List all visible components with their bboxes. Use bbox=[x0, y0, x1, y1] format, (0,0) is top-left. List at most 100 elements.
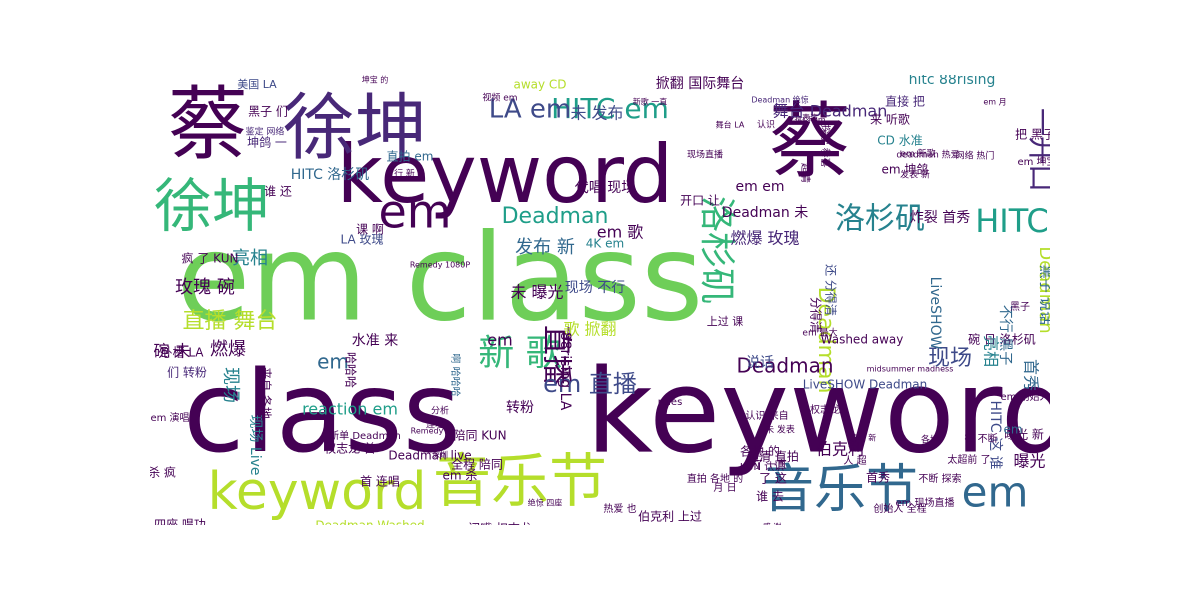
word-1: class bbox=[183, 348, 461, 478]
word-63: em bbox=[487, 331, 512, 350]
word-30: 炸裂 首秀 bbox=[910, 210, 970, 226]
word-6: 蔡 bbox=[769, 94, 851, 189]
word-110: 各地 的 bbox=[740, 444, 780, 459]
word-94: em 演唱 bbox=[150, 411, 189, 424]
word-139: 直拍 各地 的 bbox=[687, 472, 743, 485]
word-47: em 歌 bbox=[597, 223, 644, 242]
word-90: 曝光 新 bbox=[1004, 427, 1044, 442]
word-65: 碗 日 洛杉矶 bbox=[968, 332, 1036, 347]
word-150: 热门 em bbox=[794, 115, 825, 125]
word-64: 首秀 bbox=[1022, 359, 1041, 391]
word-138: 分析 bbox=[431, 405, 449, 417]
word-87: 把 黑子 bbox=[1015, 128, 1050, 142]
word-4: 蔡 bbox=[168, 78, 248, 171]
word-72: 分得清 bbox=[809, 297, 824, 333]
word-106: 黑子 bbox=[1010, 301, 1030, 313]
word-89: 4K em bbox=[586, 237, 624, 251]
word-67: 黑子 说话 bbox=[1037, 265, 1050, 325]
word-11: em bbox=[962, 468, 1029, 517]
word-77: 们 转粉 bbox=[167, 365, 207, 380]
word-51: 碗 未 bbox=[153, 342, 190, 361]
word-140: 不断 探索 bbox=[918, 472, 961, 485]
word-60: 水准 来 bbox=[352, 333, 398, 349]
word-39: 黑子 们 bbox=[248, 104, 288, 119]
word-62: em bbox=[317, 350, 349, 374]
word-0: em class bbox=[177, 210, 704, 349]
word-97: 视频 em bbox=[482, 92, 517, 104]
word-152: 新歌 一直 bbox=[633, 97, 668, 107]
word-121: 首秀 bbox=[866, 471, 890, 485]
word-50: 现场 不行 bbox=[565, 280, 625, 296]
word-143: 各地 bbox=[921, 434, 939, 446]
word-91: 亮相 bbox=[982, 335, 1001, 367]
word-82: Deadman Washed bbox=[315, 519, 424, 526]
word-46: em 坤鸽 bbox=[882, 162, 929, 177]
word-19: 一开口 bbox=[1025, 108, 1050, 192]
word-136: 人 超 bbox=[843, 454, 866, 467]
word-144: 表演 bbox=[802, 113, 818, 123]
word-23: Deadman bbox=[502, 204, 609, 229]
word-132: deadman 热爱 bbox=[896, 149, 959, 161]
word-156: Remedy bbox=[411, 427, 444, 436]
word-53: Deadman bbox=[736, 354, 833, 378]
word-129: em 坤宝 bbox=[1017, 155, 1050, 168]
word-71: Deadman 未 bbox=[722, 205, 808, 221]
word-135: 连唱 bbox=[426, 419, 444, 431]
word-134: 热爱 也 bbox=[603, 502, 636, 515]
word-26: 玫瑰 碗 bbox=[175, 277, 235, 298]
word-93: em bbox=[1003, 423, 1022, 437]
word-113: 四座 唱功 bbox=[154, 517, 206, 526]
word-103: LiveSHOW Deadman bbox=[803, 378, 928, 392]
word-56: reaction em bbox=[302, 400, 398, 419]
word-159: em 最大 bbox=[802, 327, 837, 339]
word-142: 演唱 新 bbox=[850, 433, 877, 443]
word-131: 发表 新 bbox=[900, 169, 930, 181]
word-48: 歌 掀翻 bbox=[563, 320, 616, 339]
word-157: rules bbox=[658, 397, 683, 408]
word-81: em 杀 bbox=[443, 468, 478, 483]
word-83: 闭嘴 权志龙 bbox=[468, 522, 532, 526]
word-5: 徐坤 bbox=[283, 86, 427, 170]
word-70: 伯克利 bbox=[816, 440, 864, 459]
word-151: 舞台 LA bbox=[716, 120, 745, 130]
word-96: 坤宝 的 bbox=[362, 75, 389, 85]
word-123: 创始人 全程 bbox=[873, 502, 926, 515]
word-12: em bbox=[378, 185, 451, 239]
word-59: Washed away bbox=[821, 333, 904, 347]
word-66: Deadman bbox=[1035, 246, 1050, 333]
word-41: 美国 LA bbox=[237, 78, 277, 91]
word-122: em 现场直播 bbox=[895, 496, 954, 509]
word-36: 代唱 现场 bbox=[575, 180, 635, 196]
word-31: 舞台 Deadman bbox=[773, 102, 888, 121]
word-7: 徐坤 bbox=[154, 172, 270, 240]
word-28: 发布 新 bbox=[515, 237, 575, 258]
word-69: HITC 这 谁 bbox=[987, 400, 1004, 469]
word-130: em 新歌 bbox=[900, 148, 935, 160]
word-37: 谁 还 bbox=[264, 185, 292, 199]
word-133: 绝惊 四座 bbox=[528, 498, 563, 508]
word-40: 坤鸽 一 bbox=[247, 135, 287, 150]
word-13: HITC em bbox=[551, 92, 669, 125]
word-15: 新 歌 bbox=[478, 333, 561, 374]
word-149: 网络 热门 bbox=[956, 150, 995, 162]
word-52: 燃爆 bbox=[210, 339, 246, 360]
word-127: 在 不断 bbox=[964, 432, 997, 445]
word-68: 不行 黑子 bbox=[997, 305, 1013, 365]
word-108: 全程 陪同 bbox=[451, 457, 503, 472]
word-42: away CD bbox=[513, 78, 566, 92]
word-18: HITC bbox=[975, 202, 1049, 240]
word-84: 伯克利 上过 bbox=[638, 509, 702, 524]
word-10: 音乐节 bbox=[762, 460, 918, 520]
word-102: 课 啊 bbox=[356, 223, 384, 237]
word-58: 88rising LA bbox=[557, 332, 573, 411]
word-21: em 直播 bbox=[543, 370, 637, 398]
word-32: 掀翻 国际舞台 bbox=[656, 76, 744, 92]
word-76: 卧槽 LA bbox=[161, 346, 205, 360]
word-115: 权志龙 首 bbox=[324, 442, 376, 456]
word-73: 还 分得清 bbox=[824, 264, 839, 316]
word-118: 新单 Deadman bbox=[329, 429, 401, 442]
word-80: Deadman live bbox=[388, 449, 471, 463]
word-22: 直播 舞台 bbox=[183, 309, 278, 334]
word-85: 谁 去 bbox=[756, 490, 784, 504]
